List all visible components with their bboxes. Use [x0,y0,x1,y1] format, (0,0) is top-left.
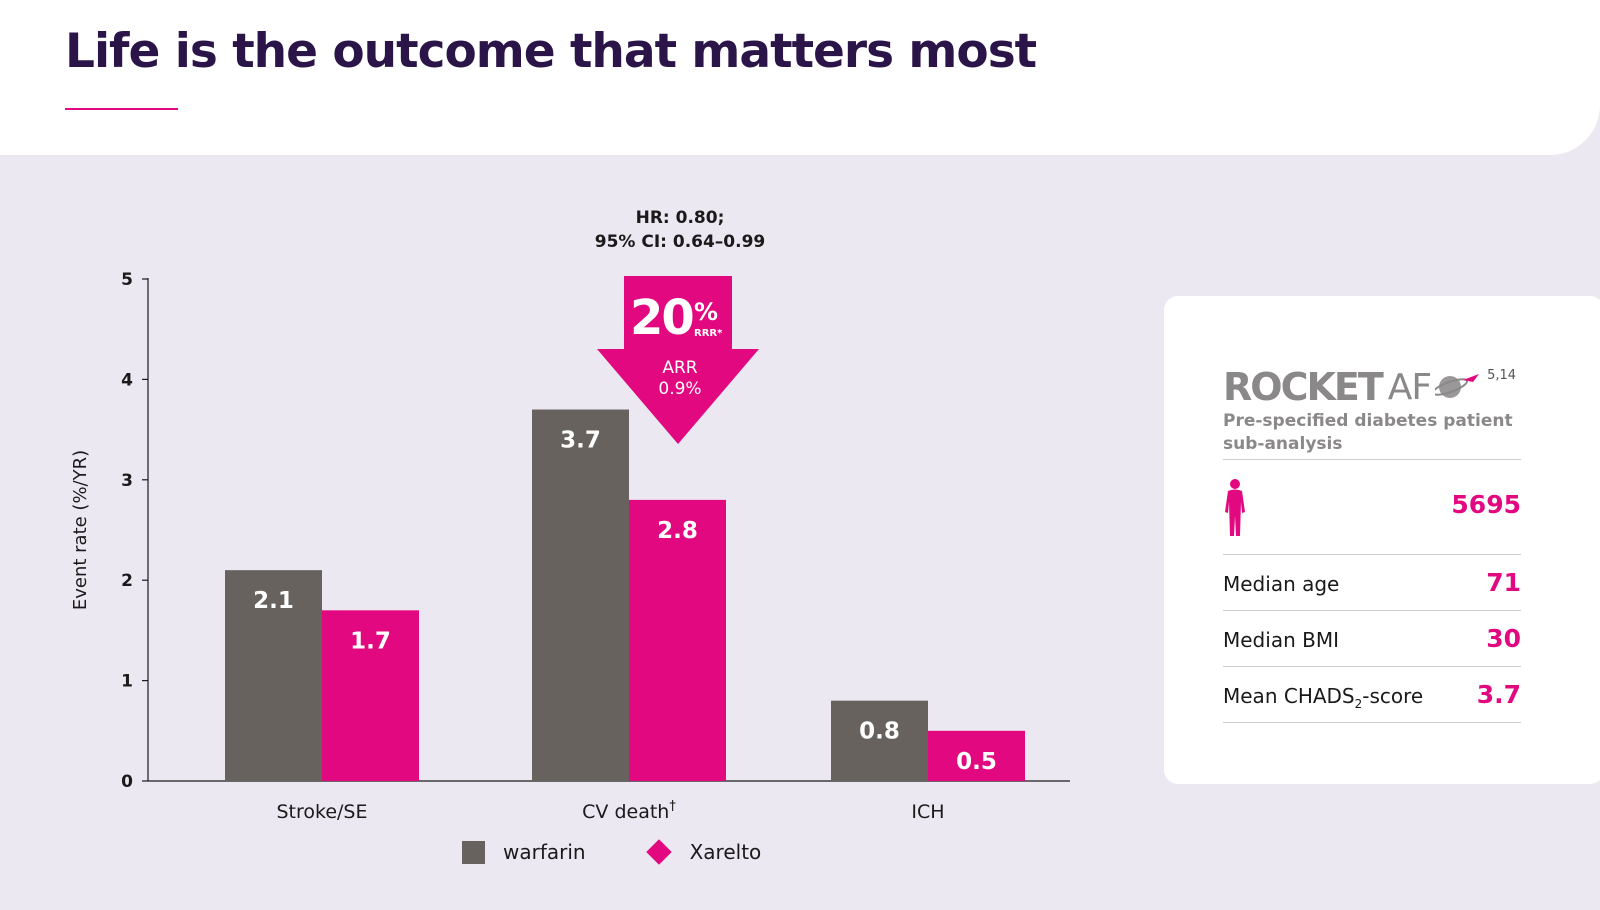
bar-warfarin-1 [532,409,629,781]
bar-warfarin-0 [225,570,322,781]
x-category-label: CV death† [582,799,676,823]
bar-value-label: 0.8 [859,719,900,745]
logo-af-text: AF [1387,366,1432,408]
legend-xarelto-label: Xarelto [689,840,762,864]
stat-label-median-bmi: Median BMI [1223,628,1339,652]
rrr-number: 20 [630,290,695,346]
legend-warfarin-swatch [462,840,485,864]
y-tick-label: 3 [121,471,133,491]
page-title: Life is the outcome that matters most [65,24,1037,79]
person-icon [1225,479,1245,536]
planet-icon [1435,374,1480,398]
chads-subscript: 2 [1354,697,1363,711]
chart-legend: warfarin Xarelto [462,838,761,866]
bar-chart: Event rate (%/YR) 0 1 2 3 4 5 2.1 1.7 3.7 2.8 0.8… [70,270,1070,823]
hazard-ratio-note: HR: 0.80; 95% CI: 0.64–0.99 [580,206,780,254]
bar-xarelto-1 [629,499,726,781]
rrr-percent-sign: % [694,298,719,326]
divider [1223,610,1521,611]
title-underline [65,108,178,110]
study-info-card [1164,296,1600,784]
divider [1223,459,1521,460]
y-tick-label: 4 [121,370,133,390]
stat-label-median-age: Median age [1223,572,1340,596]
stat-value-median-bmi: 30 [1486,624,1521,653]
rrr-down-arrow [597,276,759,444]
rrr-label: RRR* [694,328,723,339]
x-category-label: ICH [911,801,944,823]
bar-value-label: 2.1 [253,588,294,614]
chads-label-suffix: -score [1362,684,1424,708]
arr-value: 0.9% [658,379,702,399]
logo-references: 5,14 [1487,367,1517,383]
y-tick-label: 5 [121,270,133,290]
y-tick-label: 1 [121,672,133,692]
chads-label-text: Mean CHADS [1223,684,1355,708]
legend-xarelto-swatch [645,839,672,865]
stat-value-median-age: 71 [1486,568,1521,597]
x-category-label: Stroke/SE [276,801,367,823]
bar-value-label: 0.5 [956,749,997,775]
logo-rocket-text: ROCKET [1223,365,1384,409]
stat-label-chads: Mean CHADS2-score [1223,684,1423,711]
arr-text: ARR 0.9% [620,358,740,400]
stat-value-chads: 3.7 [1476,680,1521,709]
divider [1223,554,1521,555]
bar-value-label: 1.7 [350,628,391,654]
y-axis-label: Event rate (%/YR) [70,450,91,610]
legend-warfarin-label: warfarin [503,840,586,864]
rrr-value: 20 % RRR* [630,292,730,344]
divider [1223,722,1521,723]
rocket-af-logo: ROCKET AF 5,14 [1223,365,1516,409]
study-subtitle: Pre-specified diabetes patient sub-analy… [1223,411,1513,454]
bar-warfarin-2 [831,700,928,781]
arr-label: ARR [662,358,698,378]
header-panel: Life is the outcome that matters most [0,0,1600,155]
y-tick-label: 2 [121,571,133,591]
patient-count: 5695 [1451,490,1521,519]
y-tick-label: 0 [121,772,133,792]
bar-value-label: 2.8 [657,518,698,544]
hr-line-1: HR: 0.80; [635,208,725,228]
bar-xarelto-0 [322,610,419,781]
hr-line-2: 95% CI: 0.64–0.99 [594,232,766,252]
bar-value-label: 3.7 [560,428,601,454]
bar-xarelto-2 [928,730,1025,781]
divider [1223,666,1521,667]
